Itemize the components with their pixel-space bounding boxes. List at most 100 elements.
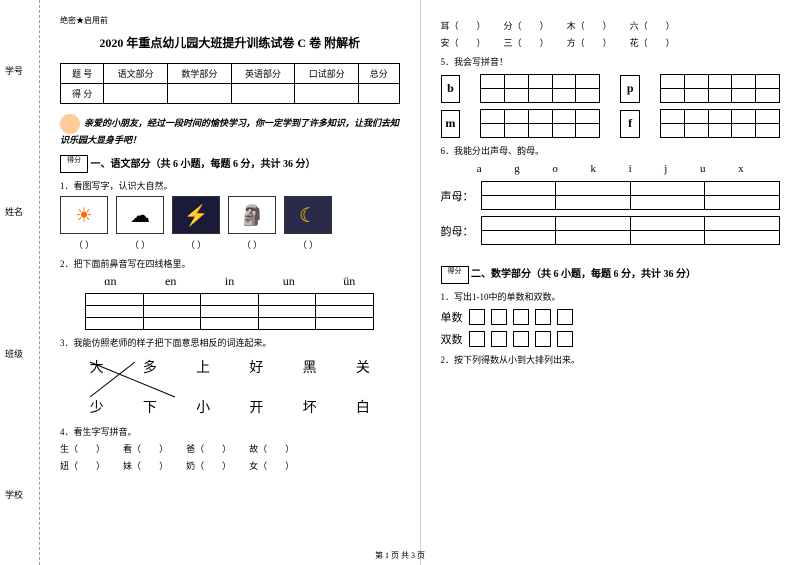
binding-margin: 学号 姓名 班级 学校 bbox=[0, 0, 40, 565]
cell: 语文部分 bbox=[104, 64, 168, 84]
cell[interactable] bbox=[104, 84, 168, 104]
num-box[interactable] bbox=[557, 309, 573, 325]
cell[interactable] bbox=[167, 84, 231, 104]
q2: 2．把下面前鼻音写在四线格里。 bbox=[60, 257, 400, 270]
blank[interactable]: （ ） bbox=[284, 238, 332, 251]
num-box[interactable] bbox=[469, 331, 485, 347]
four-line-grid[interactable] bbox=[85, 293, 374, 330]
blank[interactable]: （ ） bbox=[60, 238, 108, 251]
even-label: 双数 bbox=[441, 331, 463, 347]
char: 上 bbox=[196, 357, 210, 377]
cell[interactable] bbox=[295, 84, 359, 104]
shengmu-row: 声母： bbox=[441, 181, 781, 210]
cell[interactable] bbox=[359, 84, 399, 104]
blank[interactable]: （ ） bbox=[228, 238, 276, 251]
fill-item[interactable]: 女（ ） bbox=[249, 459, 294, 472]
cell: 得 分 bbox=[61, 84, 104, 104]
num-box[interactable] bbox=[557, 331, 573, 347]
margin-labels: 学号 姓名 班级 学校 bbox=[5, 0, 23, 565]
write-grid[interactable] bbox=[480, 109, 600, 138]
num-box[interactable] bbox=[535, 331, 551, 347]
char: 开 bbox=[249, 397, 263, 417]
letter: k bbox=[591, 163, 597, 175]
mq2: 2．按下列得数从小到大排列出来。 bbox=[441, 353, 781, 366]
char: 下 bbox=[143, 397, 157, 417]
fill-item[interactable]: 安（ ） bbox=[441, 36, 486, 49]
yunmu-row: 韵母： bbox=[441, 216, 781, 245]
cell: 英语部分 bbox=[231, 64, 295, 84]
cell[interactable] bbox=[231, 84, 295, 104]
char: 关 bbox=[356, 357, 370, 377]
label-xuexiao: 学校 bbox=[5, 488, 23, 501]
section2-header: 得分 二、数学部分（共 6 小题，每题 6 分，共计 36 分） bbox=[441, 265, 781, 284]
fill-item[interactable]: 奶（ ） bbox=[186, 459, 231, 472]
num-box[interactable] bbox=[491, 331, 507, 347]
cloud-icon: ☁ bbox=[116, 196, 164, 234]
fill-item[interactable]: 妞（ ） bbox=[60, 459, 105, 472]
pinyin: ün bbox=[343, 274, 355, 289]
letter: x bbox=[738, 163, 744, 175]
fill-item[interactable]: 故（ ） bbox=[249, 442, 294, 455]
fill-item[interactable]: 爸（ ） bbox=[186, 442, 231, 455]
exam-page: 学号 姓名 班级 学校 绝密★启用前 2020 年重点幼儿园大班提升训练试卷 C… bbox=[0, 0, 800, 565]
letter-p: p bbox=[620, 75, 640, 103]
fill-item[interactable]: 花（ ） bbox=[630, 36, 675, 49]
num-box[interactable] bbox=[513, 331, 529, 347]
mascot-icon bbox=[60, 114, 80, 134]
score-box[interactable]: 得分 bbox=[60, 155, 88, 173]
num-box[interactable] bbox=[535, 309, 551, 325]
char: 少 bbox=[90, 397, 104, 417]
yunmu-label: 韵母： bbox=[441, 223, 481, 239]
section1-header: 得分 一、语文部分（共 6 小题，每题 6 分，共计 36 分） bbox=[60, 155, 400, 174]
fill-item[interactable]: 分（ ） bbox=[504, 19, 549, 32]
shengmu-label: 声母： bbox=[441, 188, 481, 204]
secret-label: 绝密★启用前 bbox=[60, 15, 400, 26]
match-area[interactable]: 大 多 上 好 黑 关 少 下 小 开 坏 白 bbox=[60, 357, 400, 417]
pinyin: en bbox=[165, 274, 176, 289]
char-row-bottom: 少 下 小 开 坏 白 bbox=[70, 397, 390, 417]
score-table: 题 号 语文部分 数学部分 英语部分 口试部分 总分 得 分 bbox=[60, 63, 400, 104]
cell: 总分 bbox=[359, 64, 399, 84]
pinyin: in bbox=[225, 274, 234, 289]
cell: 口试部分 bbox=[295, 64, 359, 84]
fill-item[interactable]: 六（ ） bbox=[630, 19, 675, 32]
fill-item[interactable]: 生（ ） bbox=[60, 442, 105, 455]
intro-content: 亲爱的小朋友，经过一段时间的愉快学习，你一定学到了许多知识，让我们去知识乐园大显… bbox=[60, 118, 399, 145]
fill-item[interactable]: 耳（ ） bbox=[441, 19, 486, 32]
q1: 1．看图写字，认识大自然。 bbox=[60, 179, 400, 192]
score-box[interactable]: 得分 bbox=[441, 266, 469, 284]
shengmu-grid[interactable] bbox=[481, 181, 781, 210]
fill-item[interactable]: 方（ ） bbox=[567, 36, 612, 49]
num-box[interactable] bbox=[469, 309, 485, 325]
char: 小 bbox=[196, 397, 210, 417]
intro-text: 亲爱的小朋友，经过一段时间的愉快学习，你一定学到了许多知识，让我们去知识乐园大显… bbox=[60, 114, 400, 147]
fill-row: 生（ ） 看（ ） 爸（ ） 故（ ） bbox=[60, 442, 400, 455]
write-grid[interactable] bbox=[660, 109, 780, 138]
fill-item[interactable]: 看（ ） bbox=[123, 442, 168, 455]
fill-item[interactable]: 三（ ） bbox=[504, 36, 549, 49]
letter-row-mf: m f bbox=[441, 109, 781, 138]
fill-item[interactable]: 木（ ） bbox=[567, 19, 612, 32]
letter-b: b bbox=[441, 75, 461, 103]
char: 大 bbox=[90, 357, 104, 377]
odd-label: 单数 bbox=[441, 309, 463, 325]
rock-icon: 🗿 bbox=[228, 196, 276, 234]
write-grid[interactable] bbox=[660, 74, 780, 103]
paren-row: （ ） （ ） （ ） （ ） （ ） bbox=[60, 238, 400, 251]
q6: 6．我能分出声母、韵母。 bbox=[441, 144, 781, 157]
letter-row-bp: b p bbox=[441, 74, 781, 103]
char: 黑 bbox=[303, 357, 317, 377]
blank[interactable]: （ ） bbox=[172, 238, 220, 251]
yunmu-grid[interactable] bbox=[481, 216, 781, 245]
fill-item[interactable]: 妹（ ） bbox=[123, 459, 168, 472]
blank[interactable]: （ ） bbox=[116, 238, 164, 251]
pinyin-row: ɑn en in un ün bbox=[80, 274, 380, 289]
char: 坏 bbox=[303, 397, 317, 417]
left-column: 绝密★启用前 2020 年重点幼儿园大班提升训练试卷 C 卷 附解析 题 号 语… bbox=[40, 0, 421, 565]
num-box[interactable] bbox=[513, 309, 529, 325]
lightning-icon: ⚡ bbox=[172, 196, 220, 234]
right-column: 耳（ ） 分（ ） 木（ ） 六（ ） 安（ ） 三（ ） 方（ ） 花（ ） … bbox=[421, 0, 800, 565]
write-grid[interactable] bbox=[480, 74, 600, 103]
mq1: 1．写出1-10中的单数和双数。 bbox=[441, 290, 781, 303]
num-box[interactable] bbox=[491, 309, 507, 325]
